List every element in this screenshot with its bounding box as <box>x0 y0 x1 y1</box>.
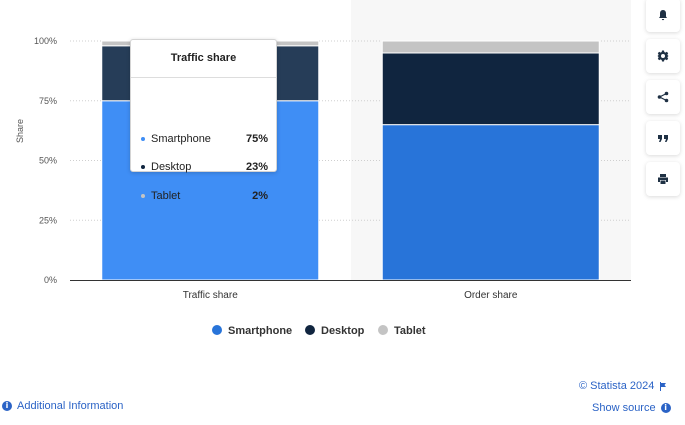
tooltip: Traffic share Smartphone 75% Desktop 23%… <box>130 39 277 202</box>
copyright-text: © Statista 2024 <box>579 380 655 392</box>
tooltip-dot-smartphone <box>141 137 145 141</box>
tooltip-title: Traffic share <box>131 40 276 78</box>
y-tick-label: 75% <box>39 96 57 106</box>
legend-marker-smartphone[interactable] <box>212 325 222 335</box>
cite-button[interactable] <box>646 121 680 155</box>
bell-icon <box>659 10 667 21</box>
tooltip-value: 23% <box>245 161 268 173</box>
legend-label-desktop[interactable]: Desktop <box>321 325 365 337</box>
tooltip-row-desktop: Desktop 23% <box>141 159 268 175</box>
legend-marker-desktop[interactable] <box>305 325 315 335</box>
legend: Smartphone Desktop Tablet <box>212 325 426 337</box>
print-icon <box>658 174 668 184</box>
print-button[interactable] <box>646 162 680 196</box>
bar-tablet-2[interactable] <box>381 40 600 54</box>
quote-icon <box>658 135 668 142</box>
show-source-label: Show source <box>592 402 656 414</box>
tooltip-row-smartphone: Smartphone 75% <box>141 131 268 147</box>
tooltip-name: Tablet <box>151 190 181 202</box>
share-button[interactable] <box>646 80 680 114</box>
flag-icon <box>660 381 667 391</box>
show-source-link[interactable]: Show source i <box>592 402 671 414</box>
x-category-label: Traffic share <box>183 290 238 301</box>
share-icon <box>657 91 669 103</box>
info-icon: i <box>660 403 671 413</box>
copyright-link[interactable]: © Statista 2024 <box>579 380 667 392</box>
tooltip-dot-tablet <box>141 194 145 198</box>
bar-smartphone-2[interactable] <box>381 124 600 281</box>
x-category-label: Order share <box>464 290 518 301</box>
tooltip-name: Smartphone <box>151 133 211 145</box>
tooltip-name: Desktop <box>151 161 192 173</box>
y-tick-label: 0% <box>44 275 57 285</box>
tooltip-value: 2% <box>252 190 268 202</box>
tooltip-row-tablet: Tablet 2% <box>141 188 268 204</box>
y-tick-label: 50% <box>39 156 57 166</box>
additional-information-link[interactable]: i Additional Information <box>2 400 123 412</box>
x-axis-labels: Traffic share Order share <box>183 290 518 301</box>
legend-marker-tablet[interactable] <box>378 325 388 335</box>
y-tick-label: 100% <box>34 36 57 46</box>
bar-desktop-2[interactable] <box>381 52 600 126</box>
settings-button[interactable] <box>646 39 680 73</box>
legend-label-smartphone[interactable]: Smartphone <box>228 325 292 337</box>
legend-label-tablet[interactable]: Tablet <box>394 325 426 337</box>
y-axis-ticks: 0% 25% 50% 75% 100% <box>34 36 57 285</box>
info-icon: i <box>2 401 12 411</box>
notification-button[interactable] <box>646 0 680 32</box>
y-axis-title: Share <box>15 119 25 143</box>
y-tick-label: 25% <box>39 215 57 225</box>
tooltip-value: 75% <box>245 133 268 145</box>
tooltip-dot-desktop <box>141 165 145 169</box>
additional-information-label: Additional Information <box>17 400 124 412</box>
gear-icon <box>657 50 669 62</box>
